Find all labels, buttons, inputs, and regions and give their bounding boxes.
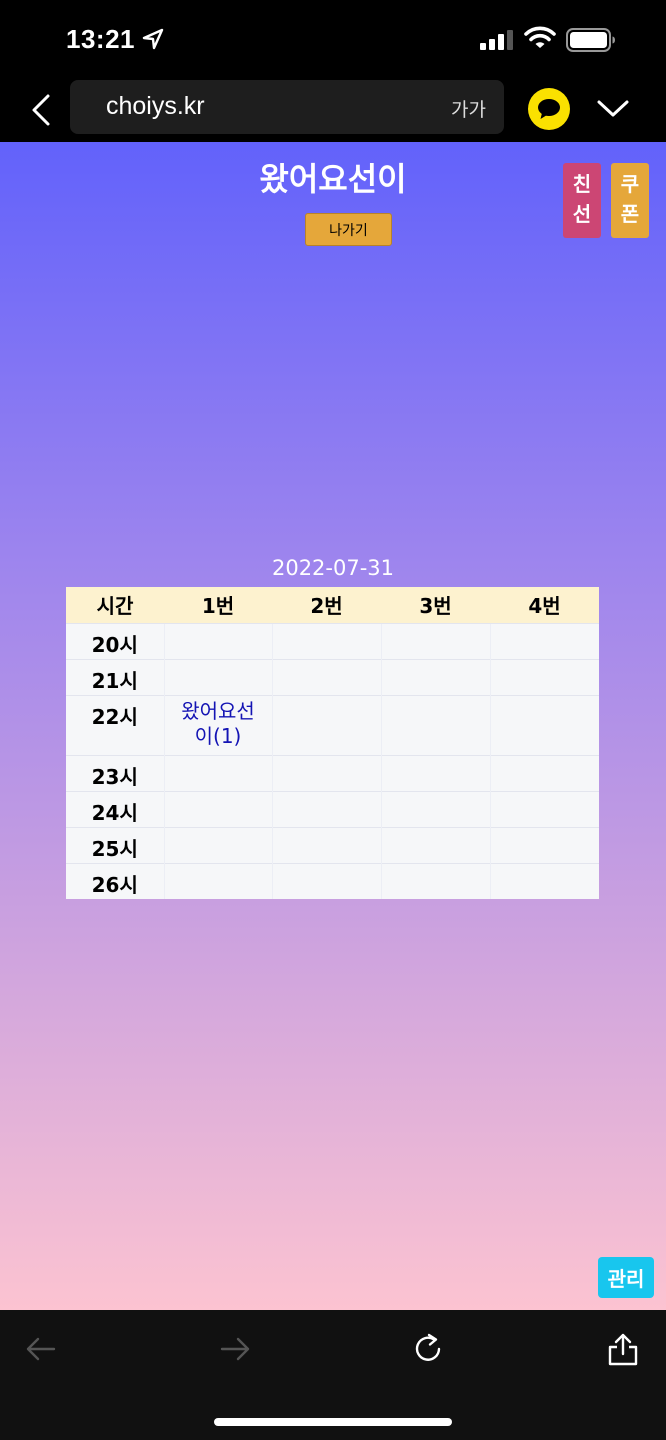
table-row: 20시 (66, 622, 599, 659)
slot-cell[interactable] (380, 790, 490, 827)
time-cell: 25시 (66, 826, 164, 863)
coupon-tab[interactable]: 쿠 폰 (611, 163, 649, 238)
time-cell: 20시 (66, 622, 164, 659)
kakao-talk-icon (538, 99, 560, 119)
schedule-table: 시간 1번 2번 3번 4번 20시 21시 (66, 587, 599, 899)
header-time: 시간 (66, 587, 164, 623)
friend-tab-char-1: 친 (572, 172, 592, 196)
slot-cell[interactable] (489, 826, 599, 863)
schedule-header-row: 시간 1번 2번 3번 4번 (66, 587, 599, 623)
slot-cell[interactable] (489, 862, 599, 899)
slot-cell[interactable] (380, 622, 490, 659)
address-bar[interactable]: choiys.kr 가가 (70, 80, 504, 134)
slot-cell[interactable] (489, 658, 599, 695)
browser-toolbar (0, 1310, 666, 1440)
slot-cell[interactable] (489, 622, 599, 659)
admin-button[interactable]: 관리 (598, 1257, 654, 1298)
slot-cell[interactable] (380, 658, 490, 695)
time-cell: 23시 (66, 754, 164, 791)
friend-tab[interactable]: 친 선 (563, 163, 601, 238)
chevron-down-icon[interactable] (596, 96, 630, 120)
slot-cell[interactable] (163, 622, 272, 659)
slot-cell[interactable] (271, 754, 381, 791)
table-row: 21시 (66, 658, 599, 695)
arrow-left-icon[interactable] (24, 1332, 58, 1366)
slot-cell[interactable] (380, 862, 490, 899)
reload-icon[interactable] (412, 1332, 446, 1366)
browser-nav-bar: choiys.kr 가가 (0, 80, 666, 142)
booking-label[interactable]: 왔어요선이(1) (181, 698, 255, 748)
slot-cell[interactable] (163, 790, 272, 827)
share-icon[interactable] (606, 1332, 640, 1366)
header-room-4: 4번 (490, 587, 599, 623)
friend-tab-char-2: 선 (572, 202, 592, 226)
wifi-icon (524, 26, 556, 48)
time-cell: 26시 (66, 862, 164, 899)
slot-cell[interactable] (163, 826, 272, 863)
time-cell: 22시 (66, 694, 164, 755)
cellular-signal-icon (480, 30, 513, 50)
header-room-3: 3번 (381, 587, 490, 623)
slot-cell[interactable] (271, 826, 381, 863)
text-size-button[interactable]: 가가 (451, 99, 486, 121)
slot-cell[interactable] (163, 754, 272, 791)
table-row: 26시 (66, 862, 599, 899)
time-cell: 21시 (66, 658, 164, 695)
slot-cell[interactable] (380, 694, 490, 755)
chevron-left-icon[interactable] (28, 92, 54, 128)
coupon-tab-char-1: 쿠 (620, 172, 640, 196)
location-arrow-icon (142, 28, 164, 50)
url-text: choiys.kr (106, 92, 205, 120)
slot-cell[interactable] (271, 790, 381, 827)
slot-cell[interactable] (271, 622, 381, 659)
header-room-1: 1번 (164, 587, 272, 623)
exit-button[interactable]: 나가기 (305, 213, 392, 246)
time-cell: 24시 (66, 790, 164, 827)
slot-cell[interactable] (271, 694, 381, 755)
slot-cell[interactable] (163, 862, 272, 899)
slot-cell-booked[interactable]: 왔어요선이(1) (163, 694, 272, 755)
arrow-right-icon[interactable] (218, 1332, 252, 1366)
header-room-2: 2번 (272, 587, 381, 623)
coupon-tab-char-2: 폰 (620, 202, 640, 226)
schedule-date: 2022-07-31 (271, 556, 395, 580)
battery-icon (566, 28, 615, 52)
slot-cell[interactable] (489, 694, 599, 755)
slot-cell[interactable] (489, 790, 599, 827)
slot-cell[interactable] (380, 754, 490, 791)
table-row: 24시 (66, 790, 599, 827)
slot-cell[interactable] (380, 826, 490, 863)
slot-cell[interactable] (163, 658, 272, 695)
table-row: 25시 (66, 826, 599, 863)
slot-cell[interactable] (489, 754, 599, 791)
slot-cell[interactable] (271, 862, 381, 899)
table-row: 22시 왔어요선이(1) (66, 694, 599, 755)
status-bar: 13:21 (0, 0, 666, 80)
kakao-share-button[interactable] (528, 88, 570, 130)
status-time: 13:21 (66, 24, 135, 54)
page-content: 왔어요선이 나가기 친 선 쿠 폰 2022-07-31 시간 1번 2번 3번… (0, 142, 666, 1310)
page-title: 왔어요선이 (259, 160, 407, 198)
slot-cell[interactable] (271, 658, 381, 695)
table-row: 23시 (66, 754, 599, 791)
home-indicator (214, 1418, 452, 1426)
